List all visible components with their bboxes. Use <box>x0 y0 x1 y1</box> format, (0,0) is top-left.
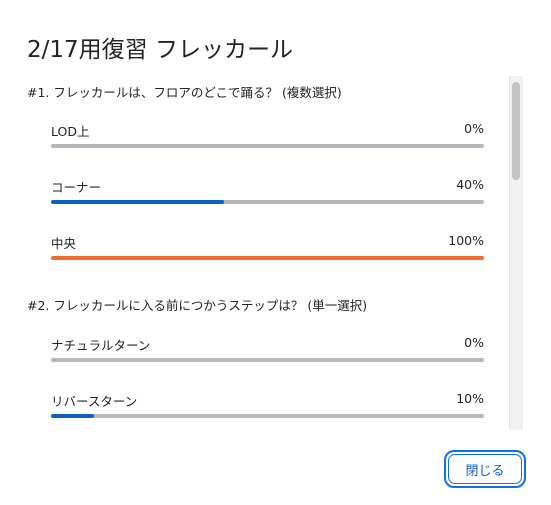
answer-option-label: リバースターン <box>51 394 138 409</box>
answer-option: コーナー 40% <box>51 177 484 217</box>
answer-option-label: LOD上 <box>51 124 90 139</box>
answer-option-label: コーナー <box>51 180 102 195</box>
answer-option: ナチュラルターン 0% <box>51 335 484 375</box>
answer-option-label: ナチュラルターン <box>51 338 151 353</box>
answer-option: リバースターン 10% <box>51 391 484 430</box>
question-title: #2. フレッカールに入る前につかうステップは？ (単一選択) <box>27 298 368 313</box>
answer-option: 中央 100% <box>51 233 484 273</box>
scrollbar-thumb[interactable] <box>512 82 520 180</box>
answer-progress-fill <box>51 414 95 418</box>
answer-option-percent: 0% <box>464 335 484 350</box>
answer-option-percent: 10% <box>456 391 484 406</box>
answer-progress-bar <box>51 256 484 260</box>
answer-option-percent: 100% <box>448 233 484 248</box>
question-title: #1. フレッカールは、フロアのどこで踊る？ (複数選択) <box>27 85 342 100</box>
poll-results-panel[interactable]: #1. フレッカールは、フロアのどこで踊る？ (複数選択) LOD上 0% コー… <box>0 76 524 430</box>
answer-progress-fill <box>51 200 225 204</box>
answer-progress-bar <box>51 358 484 362</box>
dialog-title: 2/17用復習 フレッカール <box>27 37 293 63</box>
vertical-scrollbar[interactable] <box>509 76 523 430</box>
answer-progress-bar <box>51 414 484 418</box>
close-button-label: 閉じる <box>448 454 522 484</box>
answer-option-percent: 40% <box>456 177 484 192</box>
answer-option: LOD上 0% <box>51 121 484 161</box>
answer-progress-bar <box>51 144 484 148</box>
answer-progress-bar <box>51 200 484 204</box>
answer-progress-fill <box>51 256 484 260</box>
answer-option-label: 中央 <box>51 236 77 251</box>
answer-option-percent: 0% <box>464 121 484 136</box>
close-button[interactable]: 閉じる <box>444 450 526 488</box>
